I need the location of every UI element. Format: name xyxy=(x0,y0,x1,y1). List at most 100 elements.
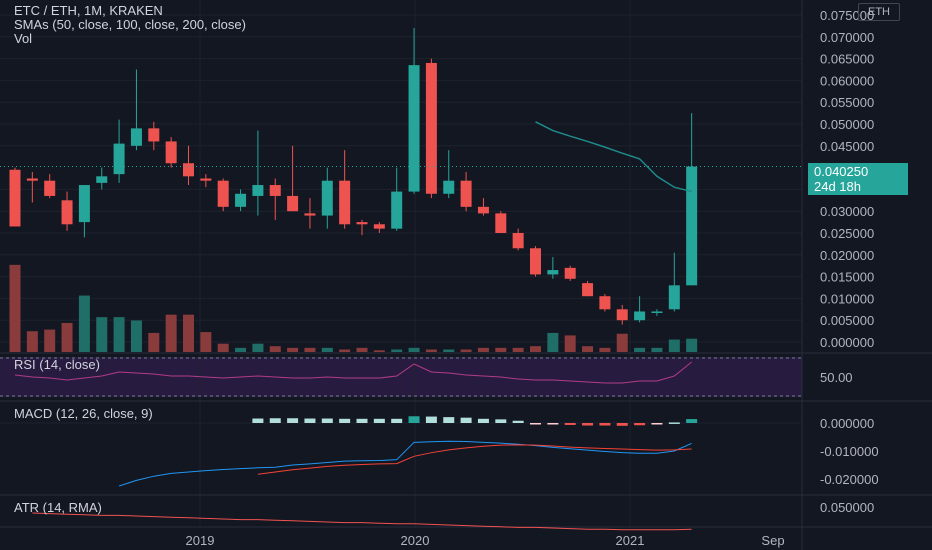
price-tick-label: 0.000000 xyxy=(820,335,874,350)
volume-bar xyxy=(9,264,21,352)
macd-line xyxy=(118,440,692,487)
candle-body xyxy=(547,270,559,275)
macd-histogram-bar xyxy=(599,423,611,426)
candle-body xyxy=(235,193,247,207)
macd-histogram-bar xyxy=(321,418,333,423)
volume-bar xyxy=(512,347,524,352)
macd-histogram-bar xyxy=(408,416,420,423)
price-tick-label: 0.075000 xyxy=(820,8,874,23)
macd-histogram-bar xyxy=(564,423,576,425)
volume-bar xyxy=(651,347,663,352)
macd-histogram-bar xyxy=(477,418,489,423)
candle-body xyxy=(148,128,160,142)
volume-bar xyxy=(582,346,594,352)
macd-histogram-bar xyxy=(391,418,403,423)
volume-bar xyxy=(634,347,646,352)
volume-bar xyxy=(599,347,611,352)
macd-tick-label: -0.020000 xyxy=(820,472,879,487)
volume-bar xyxy=(44,329,56,352)
price-tick-label: 0.065000 xyxy=(820,52,874,67)
volume-bar xyxy=(616,333,628,352)
macd-legend[interactable]: MACD (12, 26, close, 9) xyxy=(14,406,153,421)
candle-body xyxy=(26,178,38,181)
volume-bar xyxy=(130,320,142,352)
rsi-line xyxy=(14,361,692,384)
volume-bar xyxy=(495,347,507,352)
candle-body xyxy=(443,180,455,194)
volume-bar xyxy=(287,347,299,352)
volume-bar xyxy=(339,349,351,352)
candle-body xyxy=(200,178,212,181)
volume-bar xyxy=(252,343,264,352)
candle-body xyxy=(130,128,142,146)
time-tick-label: 2019 xyxy=(186,533,215,548)
candle-body xyxy=(460,180,472,207)
candle-body xyxy=(634,311,646,321)
currency-badge[interactable]: ETH xyxy=(858,3,900,21)
candle-body xyxy=(391,191,403,229)
volume-bar xyxy=(96,317,108,352)
price-tick-label: 0.015000 xyxy=(820,270,874,285)
candle-body xyxy=(408,65,420,192)
volume-bar xyxy=(78,295,90,352)
candle-body xyxy=(78,185,90,223)
candle-body xyxy=(269,185,281,196)
candle-body xyxy=(582,283,594,297)
volume-bar xyxy=(460,349,472,352)
macd-histogram-bar xyxy=(373,418,385,423)
macd-histogram-bar xyxy=(634,423,646,426)
time-tick-label: 2021 xyxy=(616,533,645,548)
sma-legend[interactable]: SMAs (50, close, 100, close, 200, close) xyxy=(14,17,246,32)
rsi-band xyxy=(0,357,802,397)
volume-bar xyxy=(547,332,559,352)
candle-body xyxy=(96,176,108,183)
volume-bar xyxy=(113,317,125,352)
volume-bar xyxy=(304,347,316,352)
candle-body xyxy=(530,248,541,275)
macd-histogram-bar xyxy=(530,423,541,425)
volume-bar xyxy=(356,347,368,352)
candle-body xyxy=(61,200,73,225)
volume-bar xyxy=(530,346,541,352)
candle-body xyxy=(183,163,194,177)
volume-legend[interactable]: Vol xyxy=(14,31,33,46)
candle-body xyxy=(495,213,507,233)
price-tick-label: 0.005000 xyxy=(820,313,874,328)
volume-bar xyxy=(477,347,489,352)
macd-histogram-bar xyxy=(512,420,524,423)
candle-body xyxy=(668,285,680,310)
macd-histogram-bar xyxy=(495,419,507,423)
macd-histogram-bar xyxy=(425,416,437,423)
candle-body xyxy=(217,180,229,207)
volume-bar xyxy=(200,332,212,352)
volume-bar xyxy=(183,314,194,352)
rsi-tick-label: 50.00 xyxy=(820,370,853,385)
macd-histogram-bar xyxy=(356,418,368,423)
price-tick-label: 0.050000 xyxy=(820,117,874,132)
candle-body xyxy=(165,141,177,164)
price-tick-label: 0.055000 xyxy=(820,95,874,110)
volume-bar xyxy=(443,349,455,352)
candle-body xyxy=(599,296,611,310)
atr-legend[interactable]: ATR (14, RMA) xyxy=(14,500,102,515)
candle-body xyxy=(564,267,576,279)
volume-bar xyxy=(148,332,160,352)
volume-bar xyxy=(235,347,247,352)
atr-line xyxy=(32,512,692,531)
price-tick-label: 0.010000 xyxy=(820,291,874,306)
macd-histogram-bar xyxy=(668,422,680,424)
volume-bar xyxy=(269,346,281,352)
volume-bar xyxy=(686,338,698,352)
volume-bar xyxy=(391,349,403,352)
symbol-legend[interactable]: ETC / ETH, 1M, KRAKEN xyxy=(14,3,163,18)
candle-body xyxy=(356,222,368,225)
candle-body xyxy=(113,143,125,175)
candle-body xyxy=(686,166,698,286)
rsi-legend[interactable]: RSI (14, close) xyxy=(14,357,100,372)
candle-body xyxy=(425,62,437,194)
last-price-badge: 0.040250 24d 18h xyxy=(808,163,908,195)
sma-line xyxy=(535,121,692,193)
volume-bar xyxy=(564,335,576,352)
